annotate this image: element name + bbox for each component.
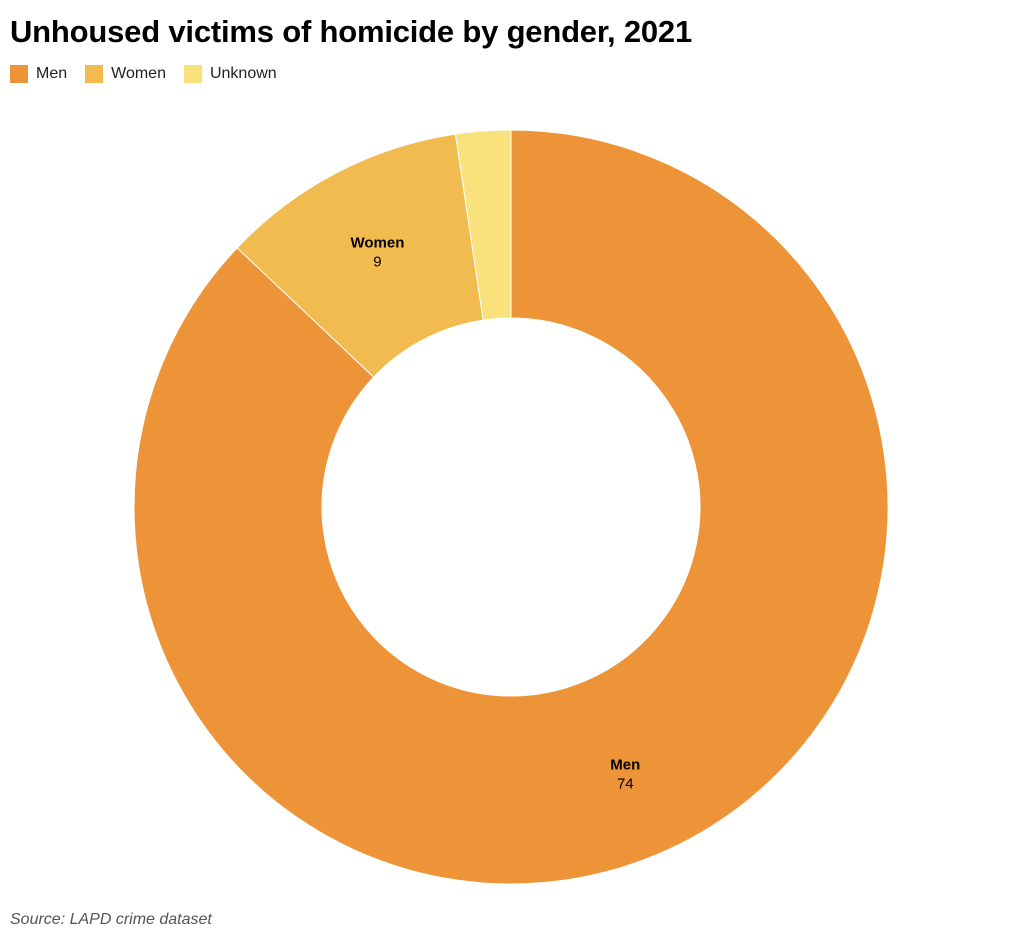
slice-unknown [454,129,512,321]
slice-label-women-value: 9 [373,254,381,271]
slice-label-men-name: Men [610,756,640,773]
chart-title: Unhoused victims of homicide by gender, … [10,14,692,49]
legend-label-unknown: Unknown [209,65,277,82]
slice-label-men-value: 74 [617,775,634,792]
legend-item-women: Women [85,64,166,84]
legend-item-men: Men [10,64,67,84]
legend: Men Women Unknown [10,64,295,84]
legend-swatch-unknown [183,65,202,83]
legend-item-unknown: Unknown [183,64,277,84]
legend-swatch-women [85,65,104,83]
slice-label-women-name: Women [350,235,404,252]
legend-swatch-men [10,65,28,83]
slice-men [133,129,889,885]
legend-label-men: Men [36,65,68,82]
source-note: Source: LAPD crime dataset [10,911,212,928]
slice-women [236,133,484,378]
legend-label-women: Women [111,65,166,82]
